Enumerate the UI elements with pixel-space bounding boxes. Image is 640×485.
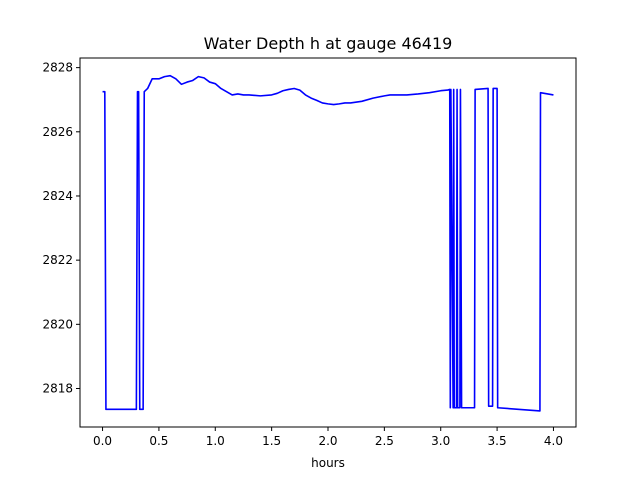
x-tick-label: 0.0 (93, 434, 112, 448)
x-tick-label: 1.5 (262, 434, 281, 448)
y-tick-label: 2828 (42, 61, 73, 75)
y-tick-label: 2818 (42, 381, 73, 395)
x-tick-label: 3.5 (488, 434, 507, 448)
x-tick-label: 3.0 (431, 434, 450, 448)
x-tick-label: 1.0 (206, 434, 225, 448)
y-tick-label: 2824 (42, 189, 73, 203)
x-tick-label: 4.0 (544, 434, 563, 448)
x-tick-label: 2.5 (375, 434, 394, 448)
y-tick-label: 2820 (42, 317, 73, 331)
y-tick-label: 2822 (42, 253, 73, 267)
plot-frame (79, 57, 577, 428)
data-layer (102, 74, 554, 412)
x-axis-label: hours (311, 456, 345, 470)
x-tick-label: 2.0 (318, 434, 337, 448)
axes-layer: 0.0 0.5 1.0 1.5 2.0 2.5 3.0 3.5 4.0 2818 2820 2822 2… (42, 61, 563, 448)
series-line-0 (102, 74, 554, 412)
x-tick-label: 0.5 (149, 434, 168, 448)
plot-area (80, 58, 576, 427)
y-tick-label: 2826 (42, 125, 73, 139)
chart-title: Water Depth h at gauge 46419 (204, 34, 453, 53)
